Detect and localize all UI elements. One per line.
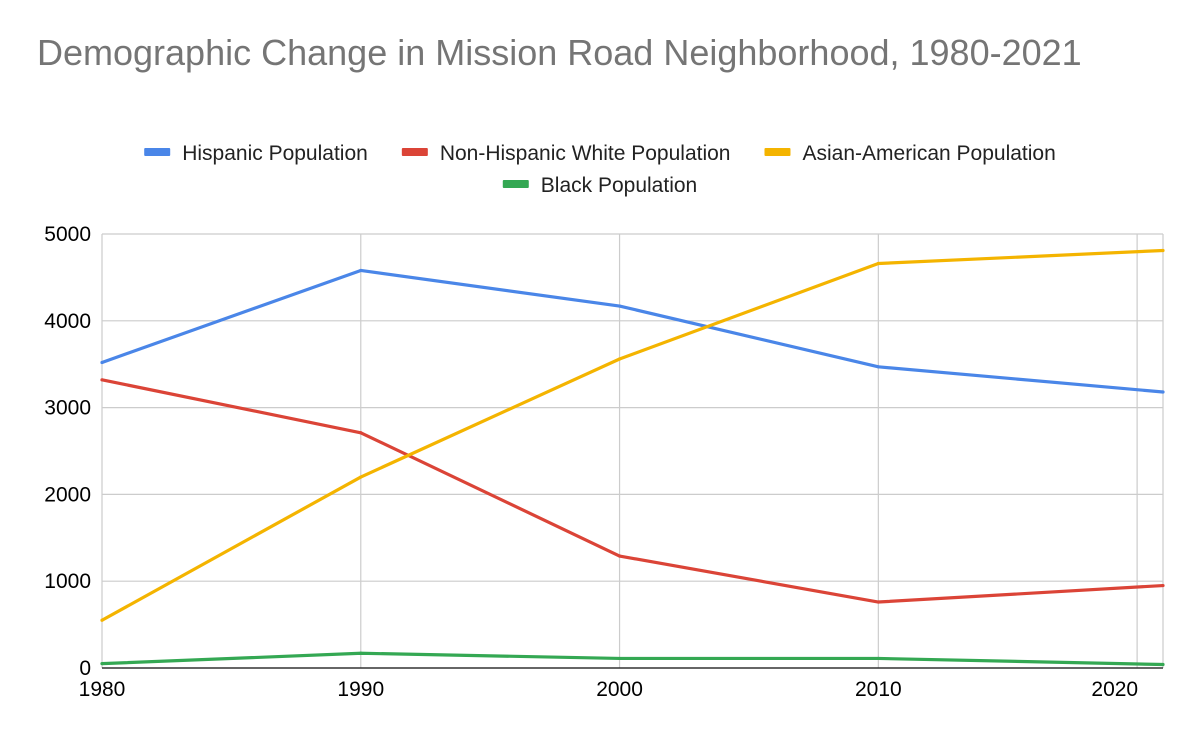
x-tick-label: 1980 (79, 678, 126, 701)
legend-item-non-hispanic-white-population[interactable]: Non-Hispanic White Population (401, 142, 731, 165)
legend-item-hispanic-population[interactable]: Hispanic Population (144, 142, 368, 165)
legend-label: Black Population (541, 174, 697, 197)
y-tick-label: 0 (79, 657, 91, 680)
series-line-black-population (101, 651, 1164, 667)
series-line-non-hispanic-white-population (101, 378, 1164, 604)
x-tick-label: 2010 (855, 678, 902, 701)
axis-layer: 0 1000 2000 3000 4000 5000 1980 1990 2000 2010 202… (44, 223, 1163, 701)
legend-label: Asian-American Population (802, 142, 1055, 165)
data-point-hispanic-population (1161, 390, 1165, 394)
data-point-black-population (876, 656, 880, 661)
x-tick-label: 2000 (596, 678, 643, 701)
data-point-black-population (617, 656, 622, 661)
x-tick-label: 1990 (337, 678, 384, 701)
legend-swatch (764, 148, 791, 156)
data-point-hispanic-population (100, 360, 104, 365)
data-point-non-hispanic-white-population (1161, 583, 1165, 588)
legend-item-asian-american-population[interactable]: Asian-American Population (764, 142, 1056, 165)
legend-swatch (144, 148, 171, 156)
x-tick-label: 2020 (1091, 678, 1138, 701)
data-point-black-population (1161, 662, 1165, 667)
grid-layer (101, 233, 1164, 668)
y-tick-label: 1000 (44, 570, 91, 593)
data-point-asian-american-population (359, 475, 363, 479)
data-point-hispanic-population (876, 365, 880, 369)
data-point-non-hispanic-white-population (359, 431, 363, 435)
data-point-asian-american-population (100, 618, 104, 622)
data-point-non-hispanic-white-population (876, 600, 880, 604)
series-layer (100, 248, 1165, 667)
legend-swatch (502, 180, 529, 188)
data-point-hispanic-population (359, 268, 363, 273)
data-point-black-population (100, 662, 104, 666)
data-point-non-hispanic-white-population (617, 554, 622, 558)
data-point-black-population (359, 651, 363, 655)
legend: Hispanic Population Non-Hispanic White Po… (144, 142, 1056, 197)
legend-label: Hispanic Population (182, 142, 368, 165)
y-tick-label: 5000 (44, 223, 91, 246)
data-point-asian-american-population (617, 357, 622, 361)
legend-swatch (401, 148, 428, 156)
data-point-hispanic-population (617, 304, 622, 308)
data-point-asian-american-population (1161, 248, 1165, 253)
y-tick-label: 4000 (44, 310, 91, 333)
legend-label: Non-Hispanic White Population (440, 142, 731, 165)
data-point-asian-american-population (876, 261, 880, 266)
data-point-non-hispanic-white-population (100, 378, 104, 382)
y-tick-label: 3000 (44, 397, 91, 420)
y-tick-label: 2000 (44, 483, 91, 506)
series-line-hispanic-population (101, 268, 1164, 394)
chart-title: Demographic Change in Mission Road Neigh… (37, 32, 1082, 73)
legend-item-black-population[interactable]: Black Population (502, 174, 697, 197)
